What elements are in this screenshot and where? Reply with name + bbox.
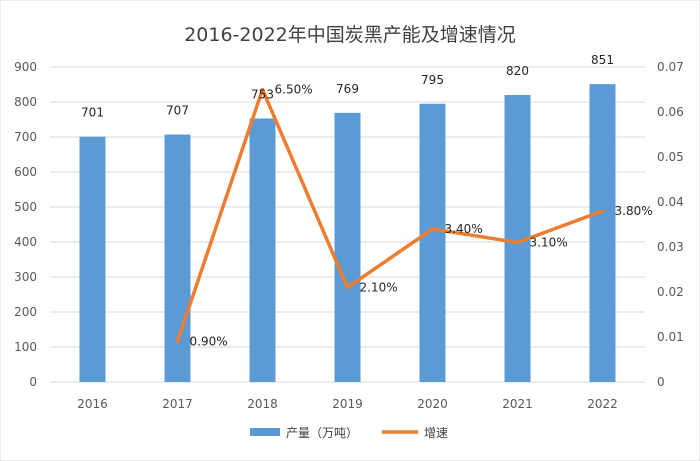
x-tick-label: 2021 [502,397,533,411]
bar-value-label: 795 [421,73,444,87]
chart-title: 2016-2022年中国炭黑产能及增速情况 [184,24,516,46]
y-left-tick-label: 0 [29,375,37,389]
legend-bar-swatch [250,428,280,436]
growth-point-2020 [431,227,434,231]
bar-2019 [334,112,361,382]
y-right-tick-label: 0 [657,375,665,389]
growth-value-label: 3.80% [615,204,653,218]
growth-value-label: 3.40% [445,222,483,236]
growth-point-2022 [601,209,604,213]
legend: 产量（万吨） 增速 [250,426,448,440]
y-left-tick-label: 200 [14,305,37,319]
growth-rate-line [175,87,605,344]
growth-point-2019 [346,286,349,289]
y-right-tick-label: 0.03 [657,240,684,254]
x-tick-label: 2020 [417,397,448,411]
x-tick-label: 2019 [332,397,363,411]
y-left-tick-label: 100 [14,340,37,354]
growth-point-2017 [176,340,179,343]
axis-ticks: 0 100 200 300 400 500 600 700 800 900 0 0.01 0.02 0.0… [14,60,684,411]
bar-value-label: 701 [81,106,104,120]
y-left-tick-label: 500 [14,200,37,214]
legend-bar-label: 产量（万吨） [286,426,358,440]
y-left-tick-label: 900 [14,60,37,74]
x-tick-label: 2016 [77,397,108,411]
bar-2016 [79,136,106,382]
bar-value-label: 851 [591,53,614,67]
x-tick-label: 2018 [247,397,278,411]
bar-2020 [419,103,446,382]
x-tick-label: 2017 [162,397,193,411]
growth-value-label: 2.10% [360,281,398,295]
y-right-tick-label: 0.01 [657,330,684,344]
bar-2017 [164,134,191,382]
data-labels: 701 707 753 769 795 820 851 0.90% 6.50% 2.10% 3.40… [81,53,653,348]
growth-value-label: 6.50% [275,83,313,97]
y-left-tick-label: 600 [14,165,37,179]
growth-value-label: 0.90% [190,335,228,349]
bar-value-label: 753 [251,87,274,101]
y-right-tick-label: 0.07 [657,60,684,74]
bar-2018 [249,118,276,382]
bar-value-label: 707 [166,104,189,118]
y-left-tick-label: 300 [14,270,37,284]
y-right-tick-label: 0.06 [657,105,684,119]
bar-2022 [589,84,616,383]
bar-value-label: 820 [506,64,529,78]
line-series [175,87,605,344]
y-right-tick-label: 0.02 [657,285,684,299]
y-left-tick-label: 400 [14,235,37,249]
x-tick-label: 2022 [587,397,618,411]
growth-point-2021 [516,241,519,244]
y-left-tick-label: 800 [14,95,37,109]
legend-line-label: 增速 [424,426,448,440]
y-right-tick-label: 0.04 [657,195,684,209]
y-left-tick-label: 700 [14,130,37,144]
y-right-tick-label: 0.05 [657,150,684,164]
growth-point-2018 [261,88,264,91]
bar-value-label: 769 [336,82,359,96]
growth-value-label: 3.10% [530,236,568,250]
